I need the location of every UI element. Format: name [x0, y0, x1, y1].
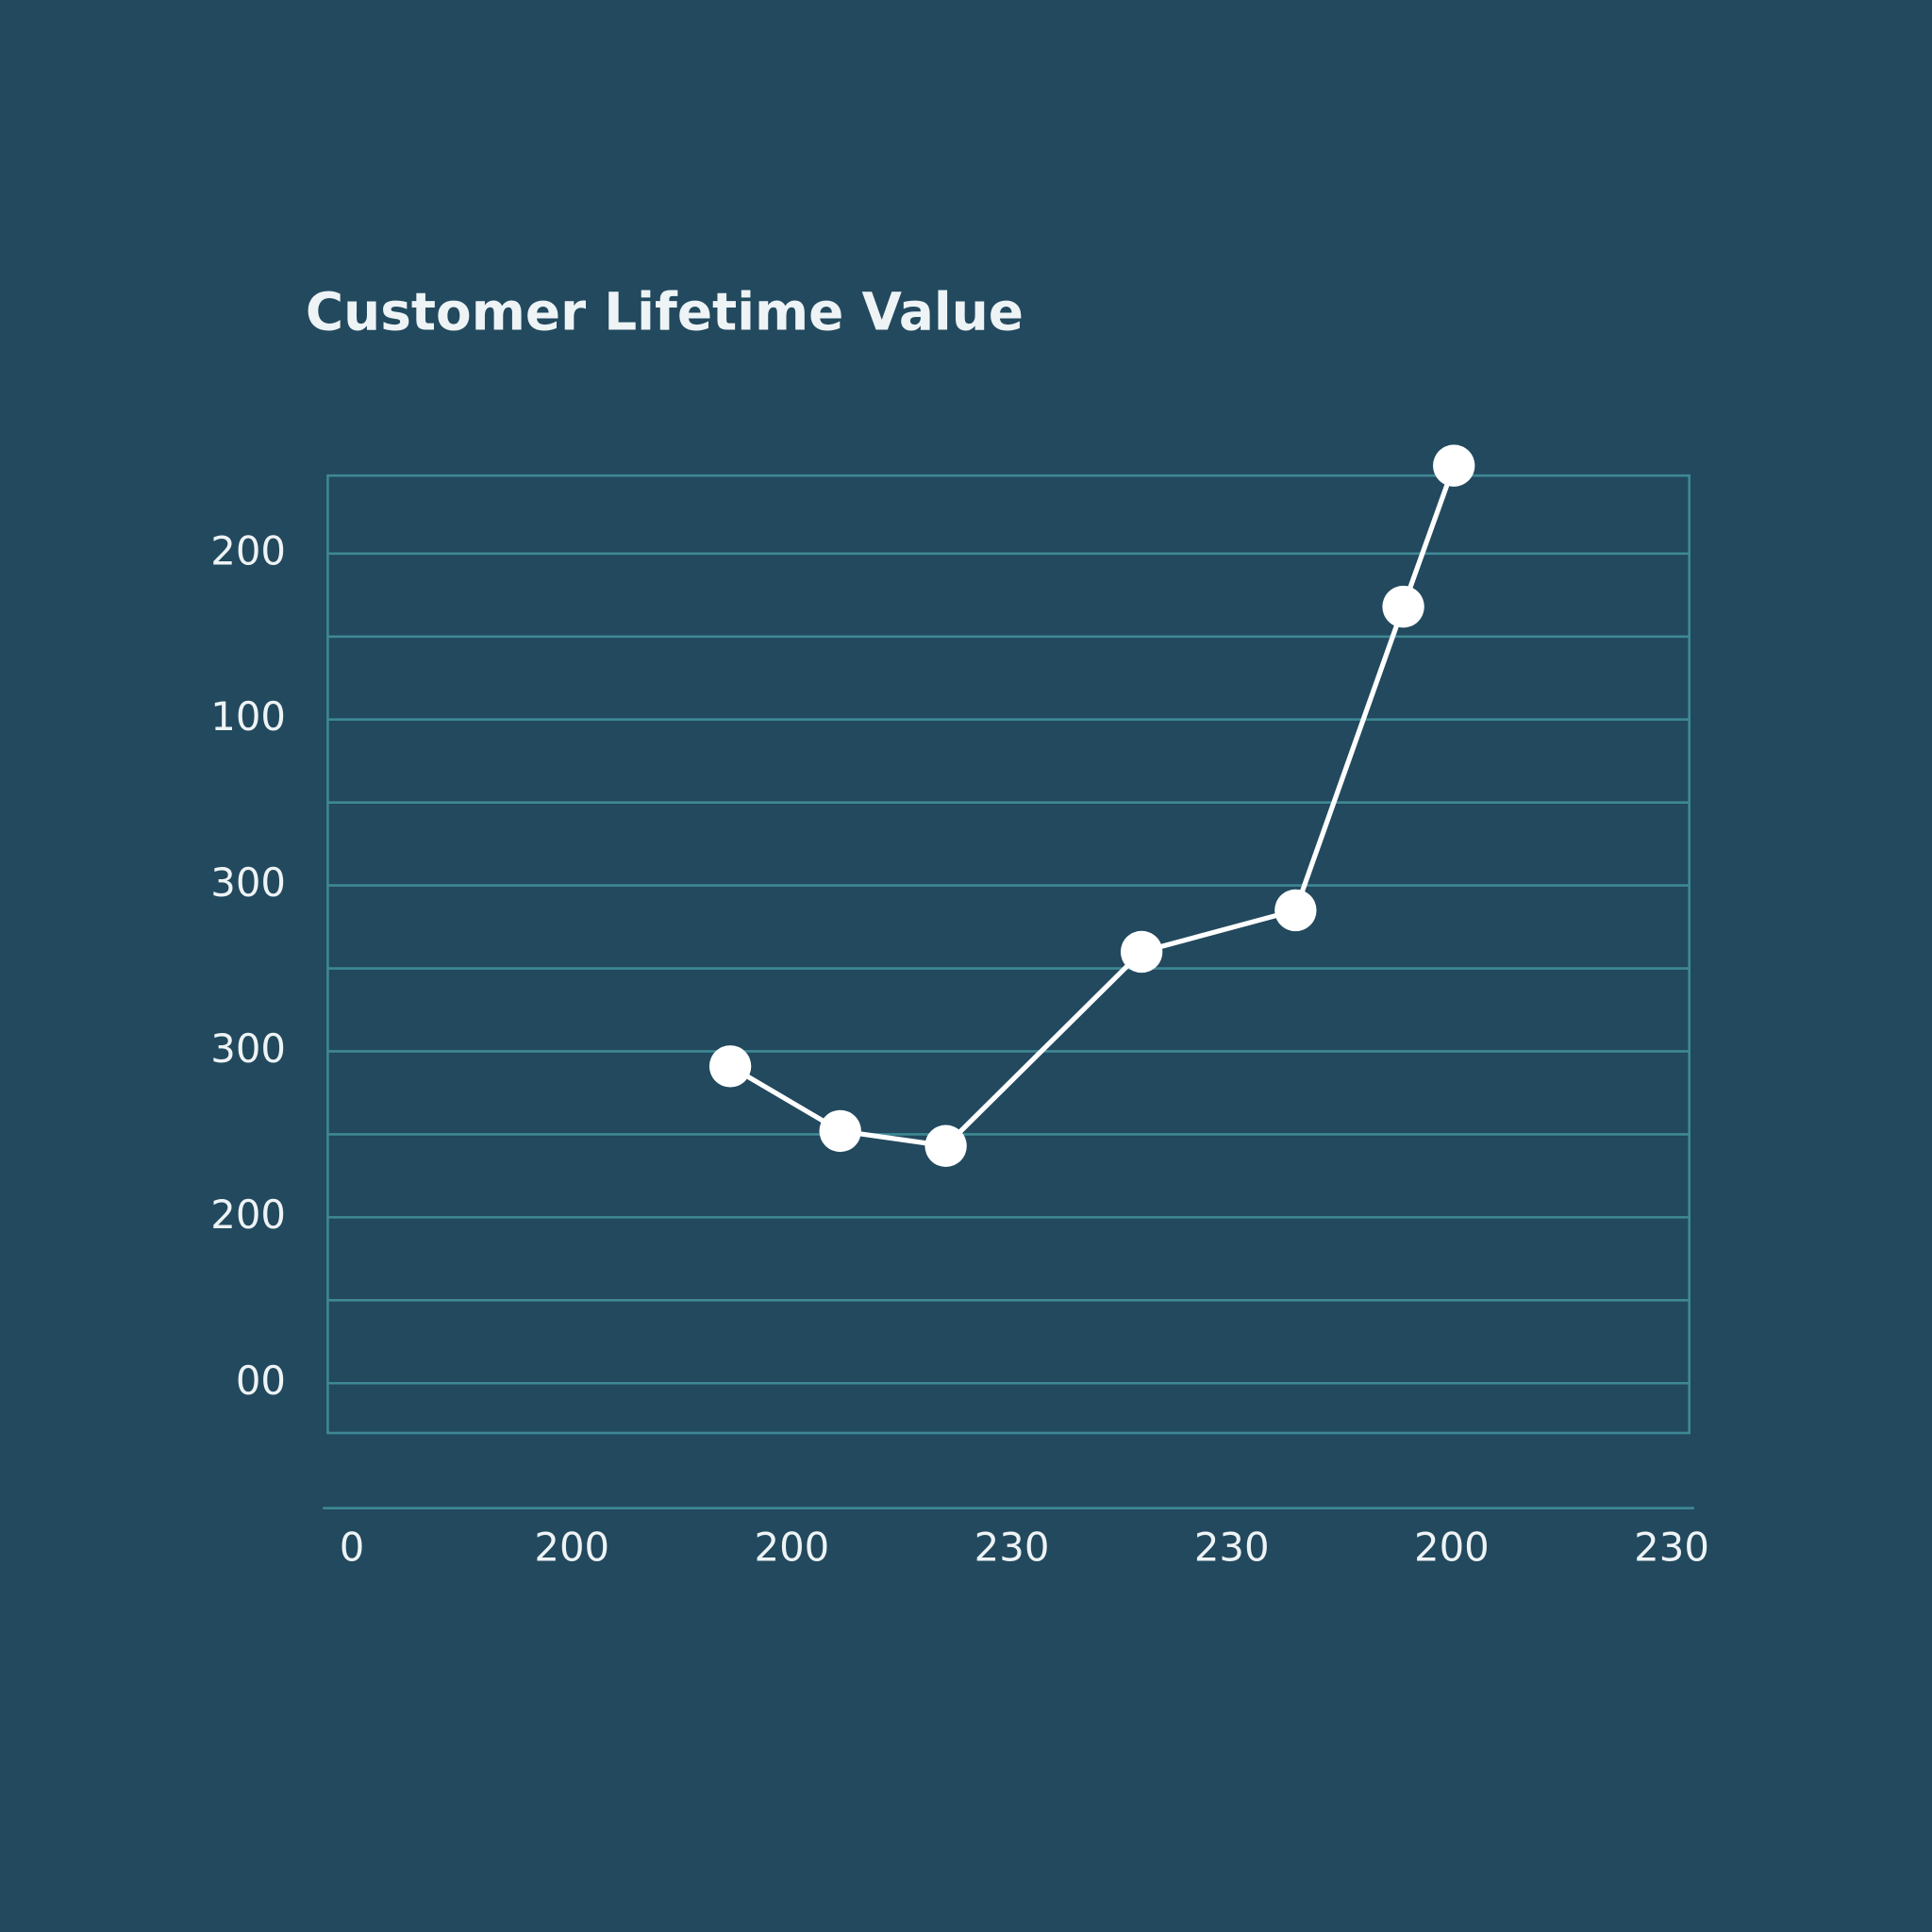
x-tick-label: 230	[1634, 1524, 1709, 1571]
data-point	[1120, 930, 1163, 974]
data-point	[924, 1124, 967, 1167]
x-tick-label: 230	[974, 1524, 1050, 1571]
data-point	[1274, 889, 1317, 932]
data-point	[819, 1109, 861, 1153]
data-point	[1382, 585, 1424, 628]
plot-frame	[326, 474, 1690, 1435]
chart-title: Customer Lifetime Value	[306, 281, 1024, 341]
y-tick-label: 300	[210, 859, 286, 906]
y-tick-label: 300	[210, 1025, 286, 1072]
x-tick-label: 200	[1414, 1524, 1490, 1571]
x-tick-label: 200	[755, 1524, 830, 1571]
y-tick-label: 200	[210, 527, 286, 574]
y-tick-label: 100	[210, 693, 286, 740]
x-tick-label: 230	[1194, 1524, 1270, 1571]
data-point	[708, 1045, 752, 1088]
x-tick-label: 200	[534, 1524, 609, 1571]
y-tick-label: 200	[210, 1191, 286, 1238]
y-tick-label: 00	[236, 1357, 286, 1404]
data-point	[1433, 444, 1475, 487]
x-tick-label: 0	[340, 1524, 365, 1571]
